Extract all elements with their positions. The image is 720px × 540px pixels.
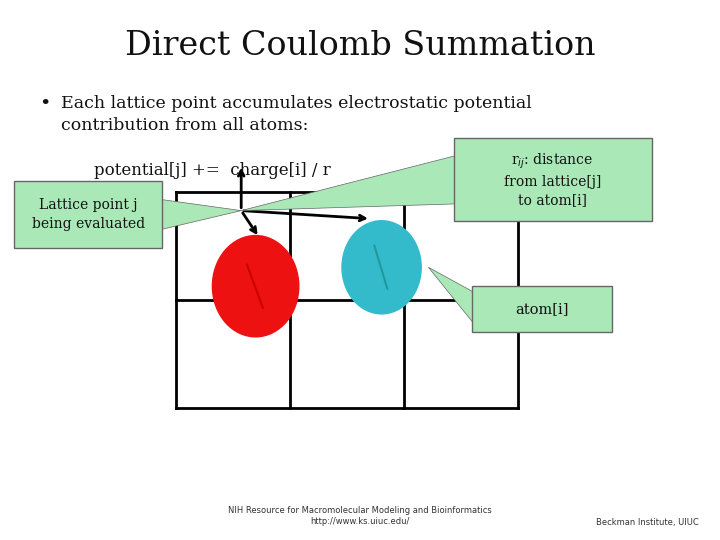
Text: Lattice point j
being evaluated: Lattice point j being evaluated (32, 198, 145, 231)
Text: NIH Resource for Macromolecular Modeling and Bioinformatics
http://www.ks.uiuc.e: NIH Resource for Macromolecular Modeling… (228, 505, 492, 526)
Ellipse shape (342, 221, 421, 314)
FancyBboxPatch shape (14, 181, 162, 248)
Text: potential[j] +=  charge[i] / r: potential[j] += charge[i] / r (94, 162, 330, 179)
Text: r$_{ij}$: distance
from lattice[j]
to atom[i]: r$_{ij}$: distance from lattice[j] to at… (504, 152, 601, 207)
Text: atom[i]: atom[i] (515, 302, 569, 316)
Text: •: • (40, 94, 51, 112)
FancyBboxPatch shape (472, 286, 612, 332)
Polygon shape (158, 199, 241, 230)
Text: Direct Coulomb Summation: Direct Coulomb Summation (125, 30, 595, 62)
Text: ij: ij (444, 170, 451, 183)
Polygon shape (241, 156, 457, 211)
Text: Each lattice point accumulates electrostatic potential
contribution from all ato: Each lattice point accumulates electrost… (61, 94, 532, 134)
Ellipse shape (212, 235, 299, 337)
FancyBboxPatch shape (454, 138, 652, 221)
Text: Beckman Institute, UIUC: Beckman Institute, UIUC (595, 517, 698, 526)
Polygon shape (428, 267, 475, 325)
